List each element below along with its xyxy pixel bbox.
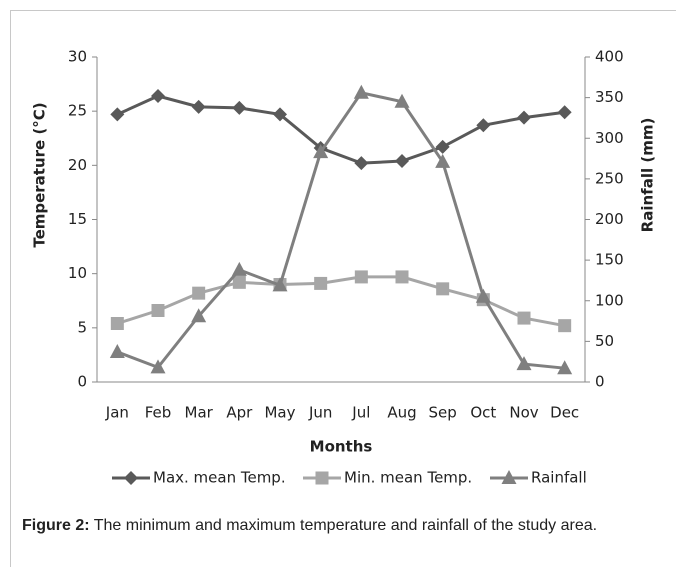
marker-diamond [124,471,138,485]
marker-triangle [557,360,573,375]
marker-square [151,304,165,317]
y2-tick-label: 350 [595,88,624,106]
x-tick-label: Feb [145,404,172,422]
y2-tick-label: 250 [595,169,624,187]
series-line [116,91,565,370]
marker-diamond [354,156,369,171]
chart: Temperature (°C) Rainfall (mm) Months 0 5… [31,48,657,487]
legend-label: Min. mean Temp. [344,469,472,487]
marker-triangle [516,356,532,371]
marker-triangle [313,144,329,159]
marker-diamond [191,99,206,114]
y2-tick-label: 100 [595,291,624,309]
x-tick-label: Dec [550,404,579,422]
marker-triangle [272,277,288,292]
marker-square [354,270,368,284]
marker-diamond [557,105,572,120]
x-tick-label: Apr [226,404,253,422]
x-tick-label: Aug [387,404,416,422]
marker-square [315,471,329,485]
marker-square [110,317,124,330]
series-line [116,94,565,165]
y-axis-title: Temperature (°C) [31,102,49,247]
marker-square [517,311,531,325]
y-tick-label: 15 [68,210,87,228]
y2-tick-label: 400 [595,48,624,66]
marker-triangle [475,288,491,303]
marker-square [395,270,409,284]
caption-label: Figure 2: [22,517,90,534]
x-tick-label: Nov [509,404,538,422]
y-tick-label: 30 [68,48,87,66]
x-tick-label: Jan [105,404,129,422]
marker-diamond [435,139,450,154]
x-tick-label: Oct [470,404,496,422]
figure-frame [10,10,676,567]
marker-triangle [394,93,410,108]
y2-tick-label: 300 [595,129,624,147]
marker-diamond [232,100,247,115]
marker-square [436,282,450,296]
marker-diamond [151,89,165,103]
x-tick-label: Sep [429,404,457,422]
y2-tick-label: 200 [595,210,624,228]
marker-square [314,276,328,290]
legend-label: Max. mean Temp. [153,469,286,487]
x-tick-label: Jul [351,404,370,422]
y-tick-label: 10 [68,264,87,282]
marker-diamond [476,118,491,133]
y-tick-label: 25 [68,102,87,120]
y2-tick-label: 50 [595,332,614,350]
caption-text: The minimum and maximum temperature and … [93,517,598,534]
legend-label: Rainfall [531,469,587,487]
y2-tick-label: 0 [595,373,605,391]
x-tick-label: May [264,404,295,422]
marker-triangle [435,153,451,168]
marker-triangle [501,470,517,484]
marker-square [558,319,572,333]
marker-diamond [517,110,531,125]
marker-diamond [273,107,287,122]
marker-triangle [191,308,207,323]
marker-triangle [150,359,166,374]
y2-tick-label: 150 [595,251,624,269]
marker-diamond [110,107,125,122]
marker-triangle [109,343,125,358]
marker-square [192,286,206,300]
caption: Figure 2: The minimum and maximum temper… [22,515,670,537]
marker-square [232,275,246,289]
x-axis-title: Months [310,438,373,456]
x-tick-label: Jun [308,404,332,422]
marker-triangle [353,84,369,99]
series-line [116,275,565,328]
marker-diamond [395,154,409,168]
y-tick-label: 0 [77,373,87,391]
x-tick-label: Mar [185,404,214,422]
y2-axis-title: Rainfall (mm) [639,118,657,233]
y-tick-label: 20 [68,156,87,174]
y-tick-label: 5 [77,318,87,336]
marker-triangle [231,261,247,276]
